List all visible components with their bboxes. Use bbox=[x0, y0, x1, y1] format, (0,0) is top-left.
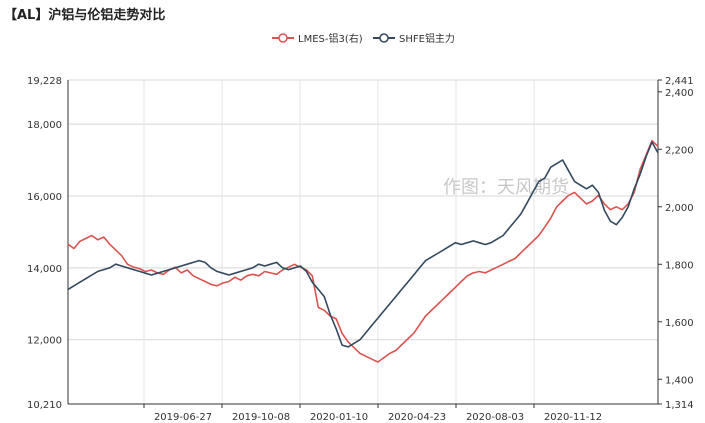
legend-swatch-marker bbox=[278, 33, 288, 43]
right-tick-label: 2,441 bbox=[665, 76, 694, 87]
legend-label: LMES-铝3(右) bbox=[298, 32, 363, 45]
x-tick-label: 2020-11-12 bbox=[544, 412, 602, 423]
left-tick-label: 10,210 bbox=[27, 400, 62, 411]
series-line-lme bbox=[67, 139, 659, 363]
left-tick-label: 14,000 bbox=[27, 264, 62, 275]
watermark: 作图：天风期货 bbox=[443, 177, 569, 198]
right-tick-label: 1,600 bbox=[665, 318, 694, 329]
x-tick-label: 2020-01-10 bbox=[310, 412, 368, 423]
left-tick-label: 12,000 bbox=[27, 336, 62, 347]
legend-swatch-marker bbox=[379, 33, 389, 43]
left-tick-label: 18,000 bbox=[27, 120, 62, 131]
left-tick-label: 19,228 bbox=[27, 76, 62, 87]
right-tick-label: 2,200 bbox=[665, 145, 694, 156]
page-title: 【AL】沪铝与伦铝走势对比 bbox=[4, 8, 166, 23]
left-tick-label: 16,000 bbox=[27, 192, 62, 203]
right-tick-label: 1,800 bbox=[665, 260, 694, 271]
series-line-shfe bbox=[67, 141, 659, 348]
right-tick-label: 2,400 bbox=[665, 88, 694, 99]
right-tick-label: 2,000 bbox=[665, 203, 694, 214]
right-tick-label: 1,314 bbox=[665, 400, 694, 411]
x-tick-label: 2020-04-23 bbox=[388, 412, 446, 423]
legend-label: SHFE铝主力 bbox=[399, 32, 455, 45]
right-tick-label: 1,400 bbox=[665, 375, 694, 386]
x-tick-label: 2020-08-03 bbox=[466, 412, 524, 423]
x-tick-label: 2019-10-08 bbox=[232, 412, 290, 423]
x-tick-label: 2019-06-27 bbox=[154, 412, 212, 423]
